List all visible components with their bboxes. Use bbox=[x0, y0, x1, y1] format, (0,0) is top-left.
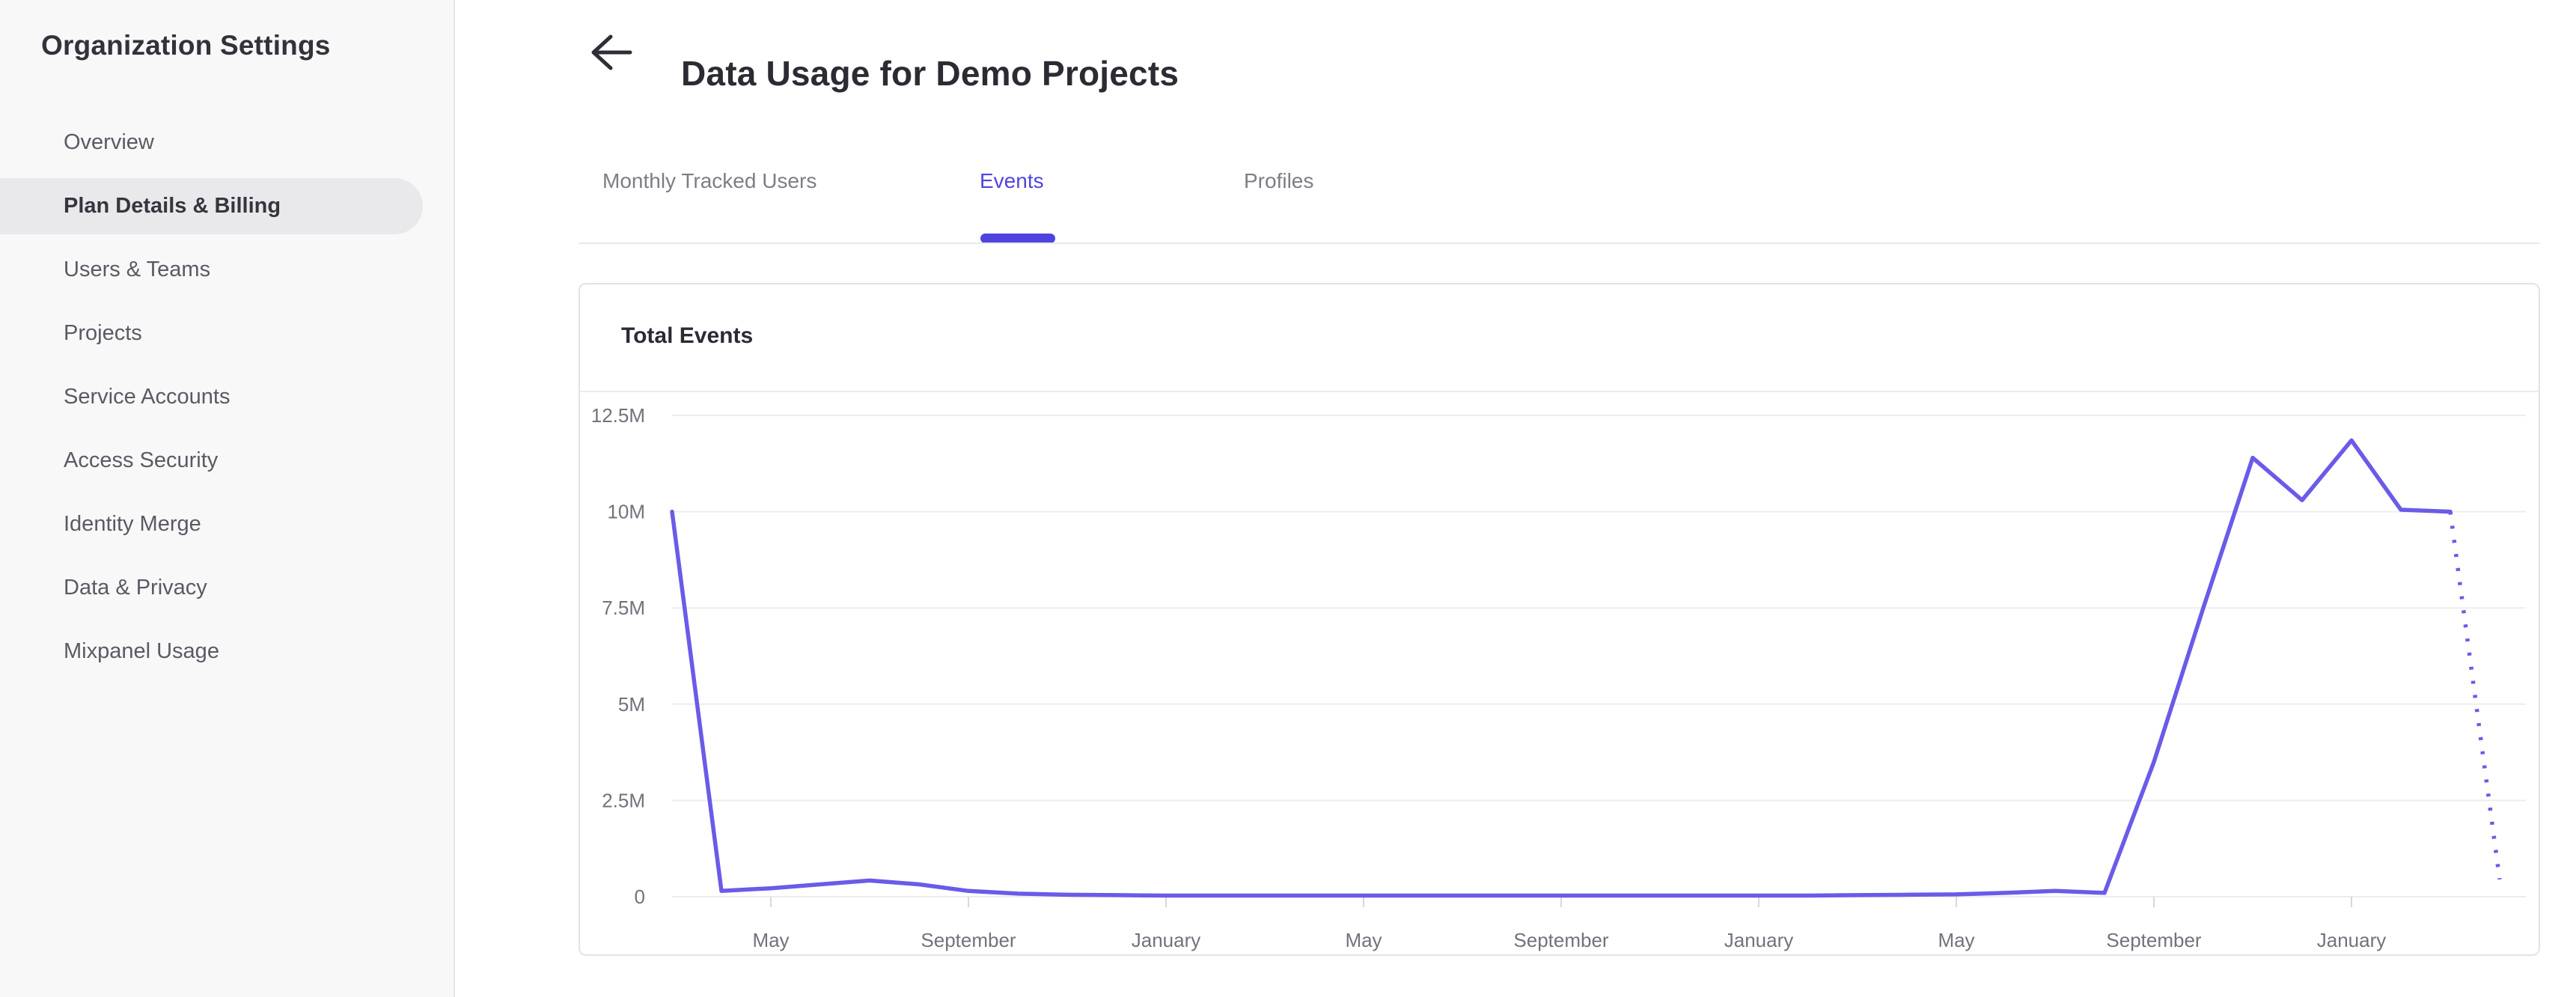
y-axis-label: 12.5M bbox=[591, 404, 645, 427]
page-title: Data Usage for Demo Projects bbox=[681, 53, 1179, 93]
total-events-line-chart[interactable]: 12.5M 10M 7.5M 5M 2.5M 0 May September January Ma… bbox=[580, 284, 2539, 954]
x-axis-label: September bbox=[1513, 929, 1609, 951]
x-axis-label: September bbox=[2106, 929, 2202, 951]
sidebar-title: Organization Settings bbox=[41, 30, 331, 61]
sidebar-item-label: Plan Details & Billing bbox=[64, 194, 281, 218]
sidebar-item-label: Data & Privacy bbox=[64, 576, 207, 600]
sidebar-item-label: Projects bbox=[64, 321, 142, 345]
events-line bbox=[670, 438, 2453, 898]
nav-highlight bbox=[0, 178, 423, 234]
x-axis-label: May bbox=[1345, 929, 1382, 951]
y-axis-label: 7.5M bbox=[602, 597, 645, 619]
sidebar-item-label: Identity Merge bbox=[64, 512, 201, 536]
y-axis-label: 10M bbox=[607, 501, 645, 523]
sidebar-item-label: Users & Teams bbox=[64, 257, 211, 281]
tab-profiles[interactable]: Profiles bbox=[1244, 169, 1314, 192]
chart-title: Total Events bbox=[621, 323, 754, 348]
back-button[interactable] bbox=[584, 30, 636, 75]
sidebar: Organization Settings Overview Plan Deta… bbox=[0, 0, 455, 997]
sidebar-item-label: Overview bbox=[64, 130, 154, 154]
sidebar-item-access-security[interactable]: Access Security bbox=[0, 429, 454, 493]
y-axis-label: 2.5M bbox=[602, 789, 645, 811]
sidebar-item-label: Mixpanel Usage bbox=[64, 639, 219, 663]
y-axis-label: 5M bbox=[618, 693, 645, 716]
total-events-card: Total Events 12.5M 10M 7.5M 5M 2.5M 0 May Septe… bbox=[579, 283, 2540, 956]
sidebar-item-identity-merge[interactable]: Identity Merge bbox=[0, 493, 454, 556]
sidebar-item-projects[interactable]: Projects bbox=[0, 302, 454, 365]
tabs-divider bbox=[579, 243, 2540, 244]
sidebar-item-mixpanel-usage[interactable]: Mixpanel Usage bbox=[0, 620, 454, 683]
sidebar-item-data-privacy[interactable]: Data & Privacy bbox=[0, 556, 454, 620]
tab-monthly-tracked-users[interactable]: Monthly Tracked Users bbox=[602, 169, 817, 192]
x-axis-label: May bbox=[752, 929, 789, 951]
sidebar-item-label: Service Accounts bbox=[64, 385, 231, 409]
x-axis-label: January bbox=[1132, 929, 1201, 951]
events-line-projected bbox=[2448, 511, 2502, 880]
sidebar-item-service-accounts[interactable]: Service Accounts bbox=[0, 365, 454, 429]
card-header-divider bbox=[580, 391, 2539, 392]
sidebar-item-overview[interactable]: Overview bbox=[0, 111, 454, 174]
active-tab-indicator bbox=[980, 234, 1055, 243]
sidebar-item-label: Access Security bbox=[64, 448, 219, 472]
sidebar-item-plan-details-billing[interactable]: Plan Details & Billing bbox=[0, 174, 454, 238]
sidebar-nav: Overview Plan Details & Billing Users & … bbox=[0, 111, 454, 683]
x-axis-label: September bbox=[921, 929, 1016, 951]
x-axis-label: January bbox=[2317, 929, 2387, 951]
x-axis-label: May bbox=[1938, 929, 1974, 951]
left-arrow-icon bbox=[591, 34, 632, 70]
tab-events[interactable]: Events bbox=[980, 169, 1044, 192]
y-axis-label: 0 bbox=[635, 885, 645, 908]
sidebar-item-users-teams[interactable]: Users & Teams bbox=[0, 238, 454, 302]
x-axis-label: January bbox=[1724, 929, 1794, 951]
